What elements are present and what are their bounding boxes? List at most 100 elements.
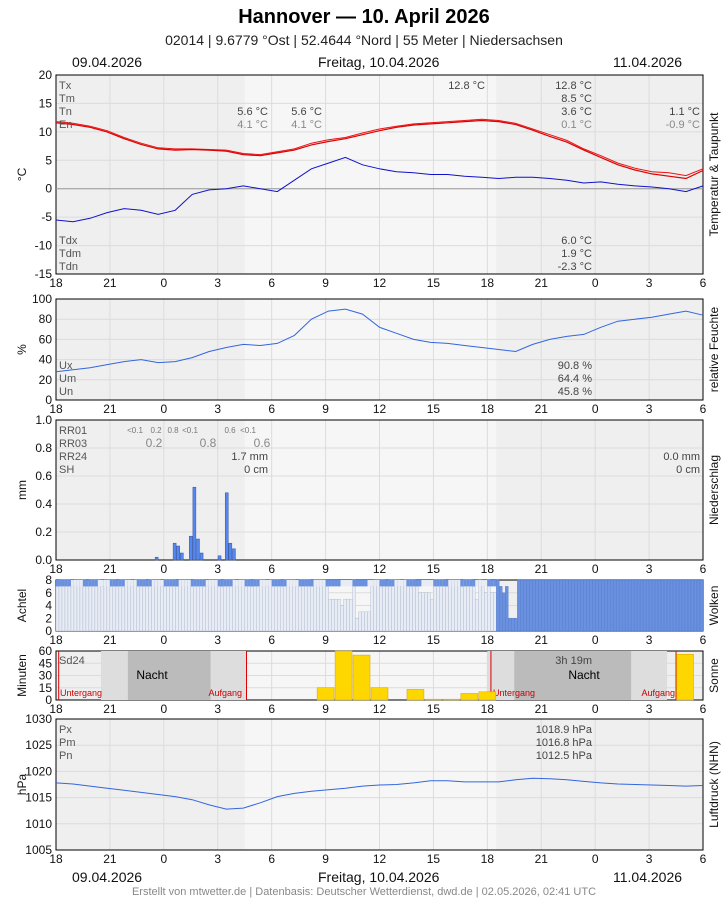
night-shade <box>56 420 245 560</box>
cloud-bar <box>163 579 167 632</box>
cloud-bar-top <box>337 580 341 587</box>
cloud-bar <box>202 579 206 632</box>
cloud-bar <box>394 579 398 632</box>
cloud-bar <box>340 605 344 632</box>
cloud-bar-top <box>244 580 248 587</box>
cloud-bar-top <box>175 580 179 587</box>
sun-bar <box>442 698 461 701</box>
cloud-bar-top <box>223 580 227 587</box>
precip-bar <box>228 542 233 561</box>
cloud-bar <box>508 618 512 632</box>
night-shade <box>56 75 245 274</box>
cloud-bar <box>370 586 374 632</box>
cloud-bar <box>352 579 356 632</box>
cloud-bar-top <box>229 580 233 587</box>
cloud-bar-top <box>451 580 455 587</box>
stat-value: 1012.5 hPa <box>536 750 593 762</box>
rr01-value: <0.1 <box>182 426 198 435</box>
x-tick-label: 3 <box>646 702 653 716</box>
cloud-bar <box>58 579 63 632</box>
cloud-bar-top <box>490 580 494 587</box>
cloud-bar-top <box>88 580 92 587</box>
y-axis-label: hPa <box>15 774 29 796</box>
x-tick-label: 0 <box>592 562 599 576</box>
cloud-bar-top <box>406 580 410 587</box>
cloud-bar-top <box>352 580 356 587</box>
cloud-bar <box>660 579 665 632</box>
cloud-bar <box>241 579 245 632</box>
cloud-bar <box>181 579 185 632</box>
cloud-bar-top <box>70 580 74 587</box>
cloud-bar <box>148 579 153 632</box>
cloud-bar <box>160 586 164 632</box>
cloud-bar <box>514 618 518 632</box>
cloud-bar-top <box>397 580 401 587</box>
cloud-bar <box>568 579 572 632</box>
x-tick-label: 18 <box>481 402 495 416</box>
cloud-bar <box>64 579 69 632</box>
stat-value: 1016.8 hPa <box>536 737 593 749</box>
stat-label: Tdn <box>59 261 78 273</box>
stat-label: Tdm <box>59 248 81 260</box>
cloud-bar <box>334 598 338 632</box>
x-tick-label: 21 <box>535 402 549 416</box>
cloud-bar <box>127 579 132 632</box>
y-tick-label: 40 <box>39 353 53 367</box>
cloud-bar <box>609 579 614 632</box>
cloud-bar <box>466 579 470 632</box>
cloud-bar <box>268 579 272 632</box>
cloud-bar <box>280 586 284 632</box>
cloud-bar <box>208 579 212 632</box>
rr01-value: <0.1 <box>240 426 256 435</box>
cloud-bar <box>391 579 395 632</box>
x-tick-label: 3 <box>646 402 653 416</box>
cloud-bar-top <box>142 580 146 587</box>
cloud-bar <box>190 586 194 632</box>
cloud-bar-top <box>316 580 320 587</box>
cloud-bar <box>325 586 329 632</box>
cloud-bar <box>493 592 497 632</box>
sunset-label: Untergang <box>493 688 535 698</box>
panel-title: Sonne <box>707 658 721 693</box>
cloud-bar <box>442 579 446 632</box>
cloud-bar-top <box>364 580 368 587</box>
x-tick-label: 15 <box>427 702 441 716</box>
cloud-bar-top <box>424 580 428 587</box>
stat-label: Px <box>59 724 72 736</box>
cloud-bar-top <box>373 580 377 587</box>
cloud-bar <box>520 579 524 632</box>
cloud-bar <box>415 586 419 632</box>
cloud-bar-top <box>160 580 164 587</box>
cloud-bar <box>577 579 581 632</box>
cloud-bar <box>529 579 533 632</box>
cloud-bar <box>67 579 72 632</box>
cloud-bar <box>322 579 326 632</box>
panel-frame <box>55 419 704 561</box>
cloud-bar <box>427 592 431 632</box>
x-tick-label: 9 <box>322 276 329 290</box>
cloud-bar <box>651 579 656 632</box>
cloud-bar <box>538 579 542 632</box>
cloud-bar <box>316 579 320 632</box>
cloud-bar-top <box>166 580 170 587</box>
cloud-bar <box>385 586 389 632</box>
cloud-bar-top <box>382 580 386 587</box>
cloud-bar <box>499 586 503 632</box>
cloud-bar <box>229 579 233 632</box>
cloud-bar-top <box>478 580 482 587</box>
cloud-bar-top <box>295 580 299 587</box>
cloud-bar <box>355 618 359 632</box>
cloud-bar <box>624 579 629 632</box>
cloud-bar <box>490 592 494 632</box>
sunrise-label: Aufgang <box>208 688 242 698</box>
y-tick-label: 1.0 <box>35 413 52 427</box>
cloud-bar <box>331 598 335 632</box>
cloud-bar-top <box>325 580 329 587</box>
cloud-bar <box>684 579 689 632</box>
night-shade <box>496 719 703 850</box>
cloud-bar <box>436 579 440 632</box>
precip-bar <box>192 486 197 561</box>
cloud-bar <box>178 579 182 632</box>
cloud-bar <box>277 579 281 632</box>
